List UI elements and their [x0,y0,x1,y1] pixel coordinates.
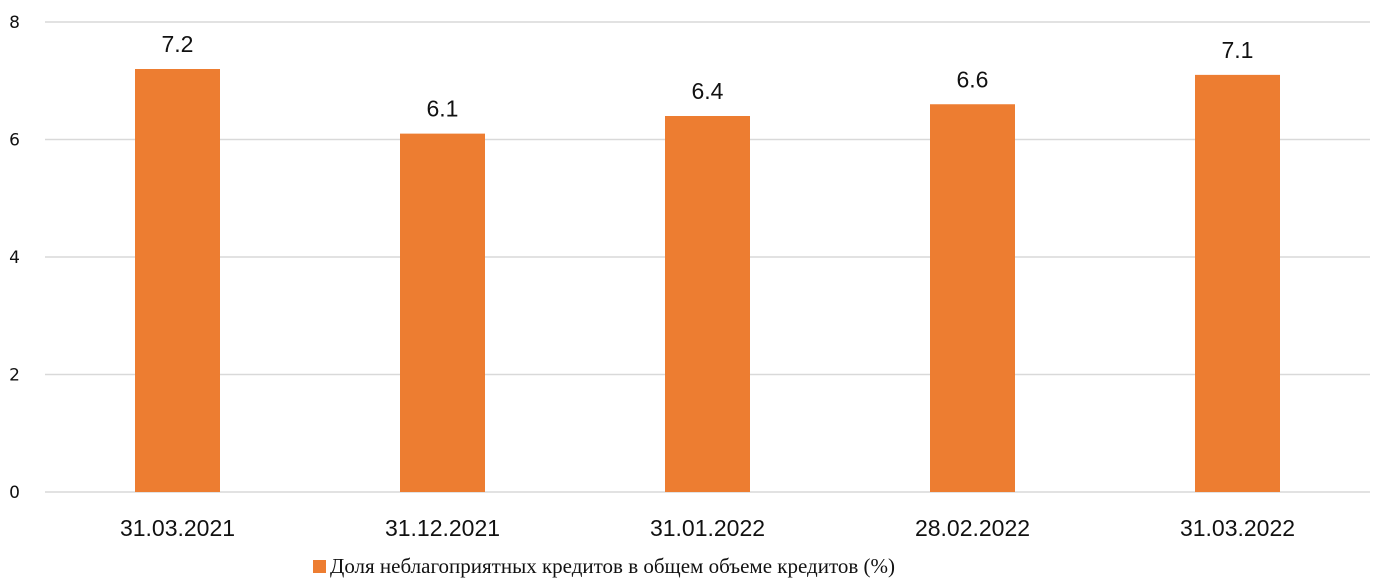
legend-swatch [313,560,326,573]
y-tick-label: 0 [9,483,20,503]
data-label: 6.6 [957,66,989,92]
y-tick-label: 8 [9,13,20,33]
bar [665,116,750,492]
data-label: 6.1 [427,96,459,122]
x-tick-label: 31.12.2021 [385,515,500,541]
bar [135,69,220,492]
y-tick-label: 4 [9,248,20,268]
x-tick-label: 31.01.2022 [650,515,765,541]
bar [1195,74,1280,492]
x-axis-ticks: 31.03.2021 31.12.2021 31.01.2022 28.02.2022… [120,515,1295,541]
data-label: 7.1 [1222,37,1254,63]
bar [930,104,1015,492]
legend: Доля неблагоприятных кредитов в общем об… [313,554,895,578]
data-label: 7.2 [162,31,194,57]
data-labels: 7.2 6.1 6.4 6.6 7.1 [162,31,1254,122]
bars [135,69,1280,492]
y-tick-label: 2 [9,366,20,386]
legend-label: Доля неблагоприятных кредитов в общем об… [330,554,895,578]
data-label: 6.4 [692,78,724,104]
x-tick-label: 31.03.2021 [120,515,235,541]
y-tick-label: 6 [9,131,20,151]
bar [400,133,485,492]
y-axis-ticks: 0 2 4 6 8 [9,13,20,503]
x-tick-label: 31.03.2022 [1180,515,1295,541]
x-tick-label: 28.02.2022 [915,515,1030,541]
